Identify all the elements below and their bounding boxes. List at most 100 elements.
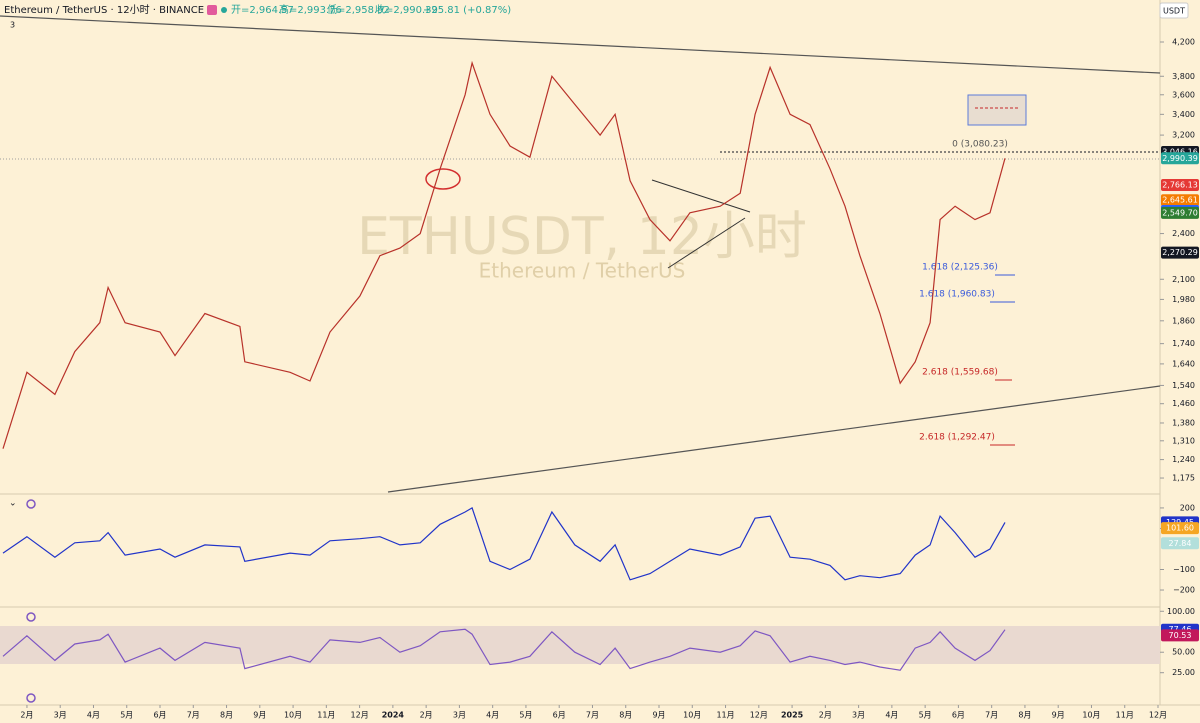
price-series <box>2 60 1006 449</box>
x-tick-label: 2月 <box>20 711 33 720</box>
x-tick-label: 11月 <box>716 711 734 720</box>
x-tick-label: 6月 <box>153 711 166 720</box>
x-tick-label: 2月 <box>819 711 832 720</box>
y-tick-label: 1,380 <box>1172 418 1195 427</box>
x-tick-label: 9月 <box>253 711 266 720</box>
watermark-name: Ethereum / TetherUS <box>479 259 686 283</box>
y-tick-label: 1,980 <box>1172 295 1195 304</box>
x-tick-label: 11月 <box>1116 711 1134 720</box>
y-tick-label: 25.00 <box>1172 668 1195 677</box>
x-tick-label: 2025 <box>781 711 804 720</box>
x-tick-label: 2024 <box>382 711 405 720</box>
trendline <box>667 217 746 269</box>
trendline <box>651 179 751 213</box>
x-tick-label: 3月 <box>453 711 466 720</box>
y-tick-label: 1,860 <box>1172 316 1195 325</box>
x-tick-label: 2月 <box>420 711 433 720</box>
fib-label: 0 (3,080.23) <box>952 140 1008 150</box>
ohlc-high: 高=2,993.76 <box>279 3 342 16</box>
x-tick-label: 8月 <box>1018 711 1031 720</box>
y-tick-label: 2,400 <box>1172 229 1195 238</box>
x-tick-label: 7月 <box>187 711 200 720</box>
y-tick-label: 50.00 <box>1172 648 1195 657</box>
target-box <box>967 94 1027 126</box>
x-tick-label: 5月 <box>519 711 532 720</box>
x-tick-label: 10月 <box>683 711 701 720</box>
x-tick-label: 11月 <box>317 711 335 720</box>
collapse-icon[interactable]: ⌄ <box>9 499 17 509</box>
price-tag-label: 2,270.29 <box>1162 248 1198 257</box>
price-tag-label: 27.84 <box>1169 539 1192 548</box>
x-tick-label: 8月 <box>619 711 632 720</box>
y-tick-label: 1,640 <box>1172 359 1195 368</box>
y-tick-label: 2,100 <box>1172 275 1195 284</box>
price-tag <box>1161 152 1199 165</box>
y-tick-label: 3,800 <box>1172 72 1195 81</box>
ohlc-change: +25.81 (+0.87%) <box>423 5 511 16</box>
highlight-circle <box>425 168 461 190</box>
x-tick-label: 5月 <box>120 711 133 720</box>
fib-label: 2.618 (1,292.47) <box>919 433 995 443</box>
y-tick-label: 100.00 <box>1167 607 1195 616</box>
x-tick-label: 8月 <box>220 711 233 720</box>
y-tick-label: 1,175 <box>1172 474 1195 483</box>
x-tick-label: 3月 <box>852 711 865 720</box>
y-tick-label: 1,540 <box>1172 381 1195 390</box>
y-tick-label: −100 <box>1173 565 1195 574</box>
x-tick-label: 4月 <box>885 711 898 720</box>
status-dot <box>221 7 227 13</box>
price-tag <box>1161 246 1199 259</box>
ohlc-low: 低=2,958.92 <box>327 3 390 16</box>
x-tick-label: 6月 <box>952 711 965 720</box>
indicator-icon[interactable] <box>26 499 36 509</box>
ohlc-close: 收=2,990.39 <box>375 3 438 16</box>
currency-button[interactable] <box>1159 2 1189 19</box>
x-tick-label: 10月 <box>1082 711 1100 720</box>
y-tick-label: 3,200 <box>1172 131 1195 140</box>
price-tag <box>1161 629 1199 642</box>
price-series <box>2 628 1006 671</box>
price-tag <box>1161 522 1199 535</box>
x-tick-label: 10月 <box>284 711 302 720</box>
x-tick-label: 7月 <box>985 711 998 720</box>
x-tick-label: 4月 <box>87 711 100 720</box>
symbol: Ethereum / TetherUS · 12小时 · BINANCE <box>4 4 204 16</box>
currency[interactable]: USDT <box>1163 7 1185 16</box>
fib-label: 1.618 (1,960.83) <box>919 290 995 300</box>
y-tick-label: 3,600 <box>1172 90 1195 99</box>
trendline <box>0 15 1161 74</box>
price-tag-label: 101.60 <box>1166 524 1194 533</box>
y-tick-label: 1,740 <box>1172 339 1195 348</box>
x-tick-label: 5月 <box>919 711 932 720</box>
y-tick-label: 4,200 <box>1172 38 1195 47</box>
indicator-icon[interactable] <box>26 612 36 622</box>
x-tick-label: 12月 <box>750 711 768 720</box>
x-tick-label: 3月 <box>54 711 67 720</box>
x-tick-label: 9月 <box>1052 711 1065 720</box>
rsi-band <box>0 626 1160 664</box>
flag-icon <box>207 5 217 15</box>
y-tick-label: 3,400 <box>1172 110 1195 119</box>
price-tag-label: 2,549.70 <box>1162 208 1198 217</box>
price-tag <box>1161 194 1199 207</box>
price-tag-label: 70.53 <box>1169 631 1192 640</box>
fib-label: 1.618 (2,125.36) <box>922 263 998 273</box>
price-tag <box>1161 178 1199 191</box>
ohlc-open: 开=2,964.57 <box>231 5 294 16</box>
x-tick-label: 7月 <box>586 711 599 720</box>
fib-label: 2.618 (1,559.68) <box>922 368 998 378</box>
x-tick-label: 6月 <box>553 711 566 720</box>
price-tag-label: 2,766.13 <box>1162 180 1198 189</box>
price-tag-label: 3,046.16 <box>1162 147 1198 156</box>
price-tag <box>1161 537 1199 550</box>
trendline <box>387 385 1161 493</box>
price-tag-label: 2,645.61 <box>1162 196 1198 205</box>
indicator-count[interactable]: 3 <box>10 21 15 30</box>
y-tick-label: 1,240 <box>1172 455 1195 464</box>
indicator-icon[interactable] <box>26 693 36 703</box>
y-tick-label: 1,310 <box>1172 436 1195 445</box>
x-tick-label: 9月 <box>652 711 665 720</box>
price-tag-label: 2,990.39 <box>1162 154 1198 163</box>
x-tick-label: 12月 <box>1149 711 1167 720</box>
